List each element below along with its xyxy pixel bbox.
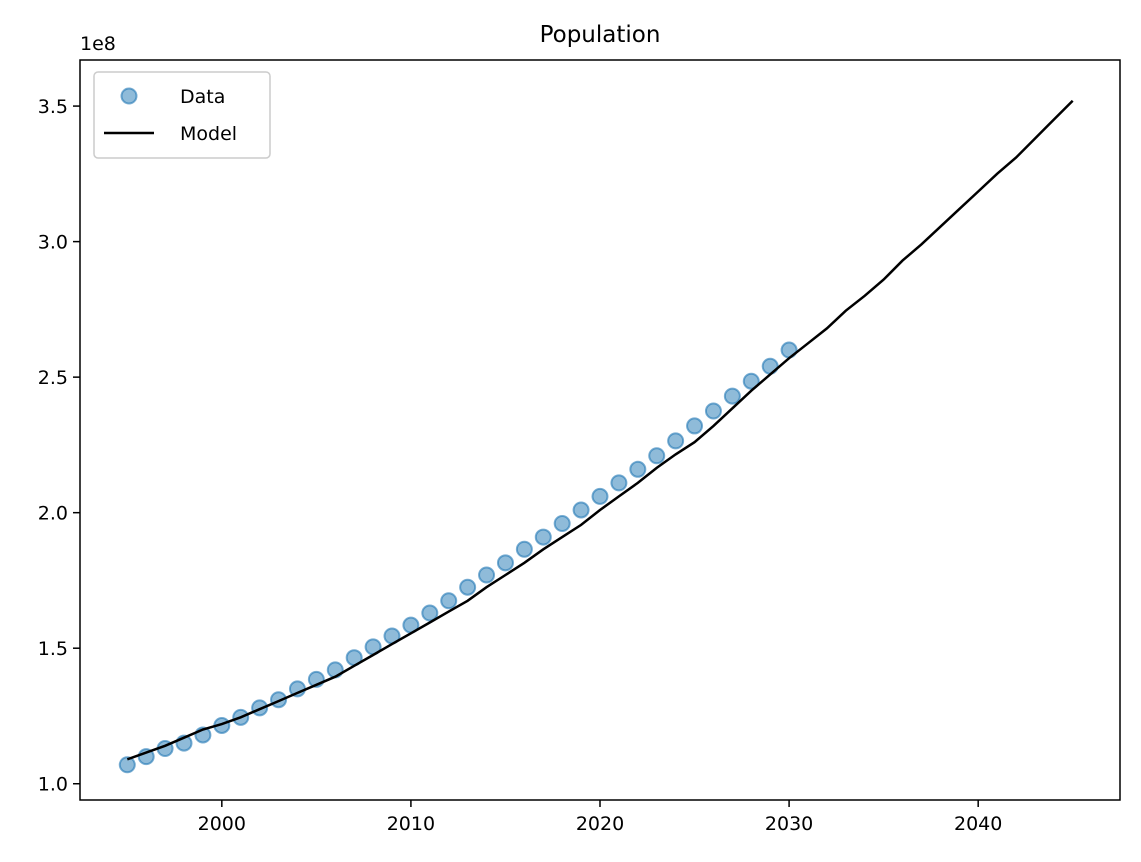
chart-title: Population <box>540 22 661 48</box>
y-axis: 1.0 1.5 2.0 2.5 3.0 3.5 <box>38 96 80 796</box>
y-tick-label: 2.5 <box>38 367 68 389</box>
x-tick-label: 2010 <box>387 813 435 835</box>
x-axis: 2000 2010 2020 2030 2040 <box>198 800 1002 835</box>
data-point <box>326 661 344 679</box>
legend-label-data: Data <box>180 86 225 108</box>
data-point <box>118 756 136 774</box>
data-point <box>496 554 514 572</box>
x-tick-label: 2000 <box>198 813 246 835</box>
data-point <box>421 604 439 622</box>
y-tick-label: 1.0 <box>38 774 68 796</box>
data-point <box>572 501 590 519</box>
data-point <box>553 515 571 533</box>
legend-marker-data <box>120 87 138 105</box>
data-point <box>704 402 722 420</box>
data-point <box>629 460 647 478</box>
model-line <box>126 99 1074 761</box>
data-point <box>534 528 552 546</box>
data-point <box>723 387 741 405</box>
legend: Data Model <box>93 71 271 159</box>
y-tick-label: 1.5 <box>38 638 68 660</box>
data-point <box>667 432 685 450</box>
y-tick-label: 3.0 <box>38 232 68 254</box>
data-point <box>440 592 458 610</box>
data-point <box>686 417 704 435</box>
data-point <box>742 372 760 390</box>
y-tick-label: 2.0 <box>38 503 68 525</box>
y-tick-label: 3.5 <box>38 96 68 118</box>
y-offset-label: 1e8 <box>80 33 116 55</box>
x-tick-label: 2020 <box>576 813 624 835</box>
legend-box <box>93 71 271 159</box>
data-point <box>515 540 533 558</box>
data-point <box>648 447 666 465</box>
x-tick-label: 2030 <box>765 813 813 835</box>
data-point <box>591 487 609 505</box>
plot-frame <box>79 59 1121 801</box>
data-point <box>610 474 628 492</box>
legend-label-model: Model <box>180 123 237 145</box>
x-tick-label: 2040 <box>954 813 1002 835</box>
plot-area <box>118 99 1074 774</box>
data-point <box>478 566 496 584</box>
data-point <box>459 578 477 596</box>
